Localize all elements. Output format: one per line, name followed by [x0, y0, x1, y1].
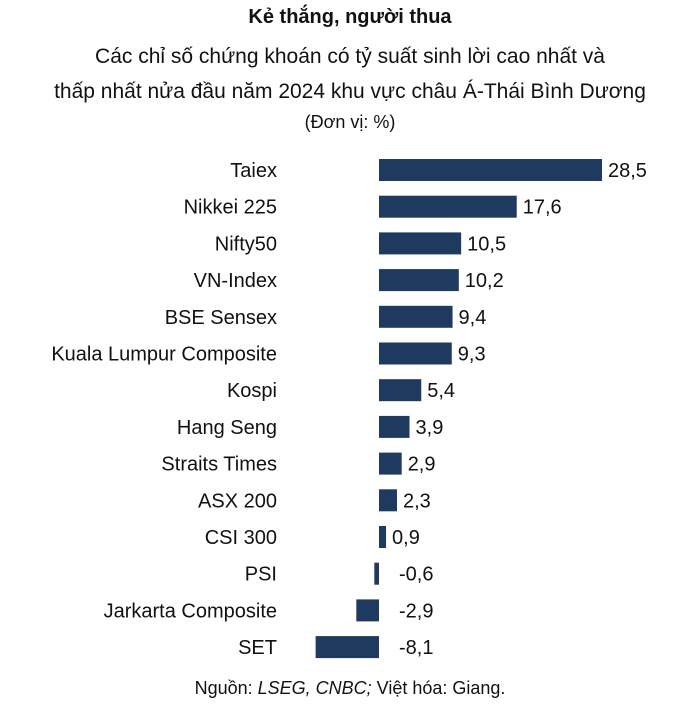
chart-title: Kẻ thắng, người thua: [248, 6, 452, 28]
value-label: 10,2: [465, 270, 504, 292]
category-label: Nikkei 225: [184, 197, 277, 219]
value-label: 9,3: [458, 344, 486, 366]
bar: [379, 159, 602, 181]
chart-subtitle-1: Các chỉ số chứng khoán có tỷ suất sinh l…: [95, 45, 605, 68]
source-names: LSEG, CNBC;: [257, 678, 372, 698]
value-label: 0,9: [392, 527, 420, 549]
category-label: PSI: [245, 564, 277, 586]
bar: [379, 415, 410, 438]
value-label: -8,1: [399, 637, 433, 659]
category-label: SET: [238, 637, 277, 659]
bar: [379, 305, 453, 328]
bar: [374, 562, 379, 585]
category-label: Jarkarta Composite: [104, 600, 277, 622]
category-label: Nifty50: [215, 233, 277, 255]
category-label: VN-Index: [194, 270, 277, 292]
bar: [379, 452, 402, 475]
value-label: -2,9: [399, 600, 433, 622]
bar: [379, 379, 422, 402]
bar: [356, 599, 379, 622]
chart-subtitle-2: thấp nhất nửa đầu năm 2024 khu vực châu …: [54, 80, 646, 103]
bar: [379, 195, 517, 218]
value-label: 9,4: [459, 307, 487, 329]
bar: [379, 489, 397, 512]
source-prefix: Nguồn:: [194, 678, 258, 698]
value-label: 17,6: [523, 197, 562, 219]
value-label: 5,4: [427, 380, 455, 402]
chart-unit: (Đơn vị: %): [304, 112, 396, 132]
category-label: ASX 200: [198, 490, 277, 512]
value-label: 2,3: [403, 490, 431, 512]
source-note: Nguồn: LSEG, CNBC; Việt hóa: Giang.: [0, 678, 700, 699]
category-label: BSE Sensex: [165, 307, 277, 329]
bar: [379, 526, 387, 548]
category-label: Kuala Lumpur Composite: [51, 344, 277, 366]
bar: [379, 269, 459, 292]
value-label: 3,9: [416, 417, 444, 439]
value-label: 2,9: [408, 454, 436, 476]
category-label: Hang Seng: [177, 417, 277, 439]
bar: [315, 636, 379, 659]
bar: [379, 342, 452, 365]
value-label: -0,6: [399, 564, 433, 586]
category-label: CSI 300: [205, 527, 277, 549]
category-label: Taiex: [230, 160, 277, 182]
source-suffix: Việt hóa: Giang.: [371, 678, 506, 698]
category-label: Straits Times: [161, 454, 277, 476]
category-label: Kospi: [227, 380, 277, 402]
value-label: 28,5: [608, 160, 647, 182]
value-label: 10,5: [467, 233, 506, 255]
bar: [379, 232, 462, 255]
